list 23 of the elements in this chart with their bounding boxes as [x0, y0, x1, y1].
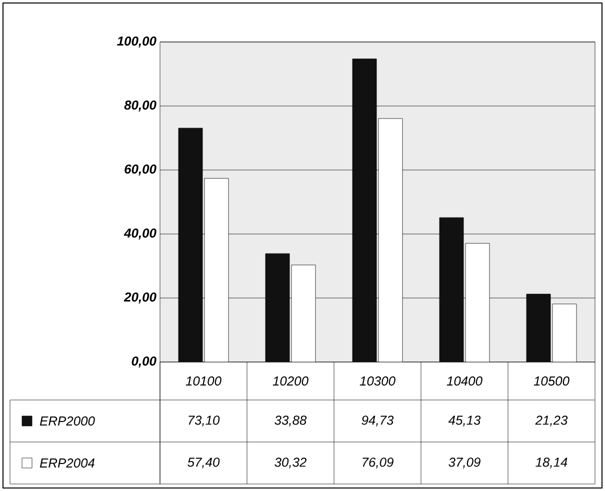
data-label: 45,13 [448, 416, 481, 426]
x-tick-label: 10400 [446, 376, 482, 386]
data-label: 30,32 [274, 458, 307, 468]
data-label: 33,88 [274, 416, 307, 426]
data-label: 57,40 [188, 458, 220, 468]
x-tick-label: 10300 [360, 376, 396, 386]
y-tick-label: 40,00 [124, 228, 156, 240]
data-label: 37,09 [448, 458, 480, 468]
data-label: 21,23 [535, 416, 568, 426]
legend-label: ERP2000 [40, 416, 95, 426]
data-label: 73,10 [188, 416, 220, 426]
x-tick-label: 10200 [272, 376, 308, 386]
data-label: 76,09 [362, 458, 394, 468]
y-tick-label: 100,00 [117, 36, 156, 48]
y-tick-label: 20,00 [124, 292, 156, 304]
data-label: 94,73 [362, 416, 394, 426]
y-tick-label: 80,00 [124, 100, 156, 112]
y-tick-label: 60,00 [124, 164, 156, 176]
data-label: 18,14 [536, 458, 568, 468]
x-tick-label: 10100 [186, 376, 222, 386]
x-tick-label: 10500 [534, 376, 570, 386]
legend-label: ERP2004 [40, 458, 94, 468]
y-tick-label: 0,00 [132, 356, 156, 368]
